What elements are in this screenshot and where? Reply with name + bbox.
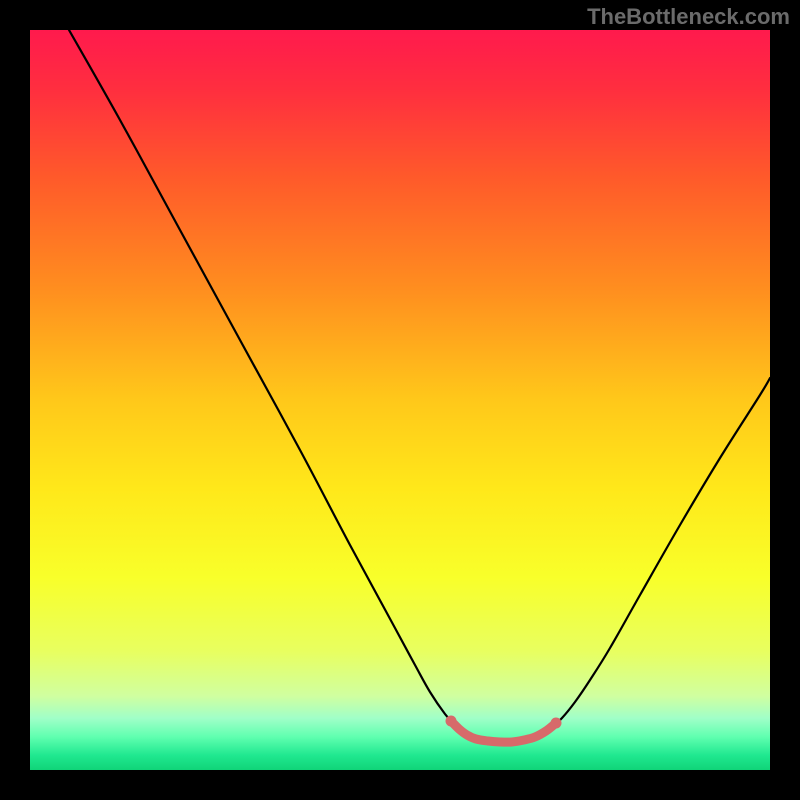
chart-svg — [0, 0, 800, 800]
watermark-text: TheBottleneck.com — [587, 4, 790, 30]
highlight-dot-left — [446, 716, 457, 727]
bottleneck-chart: TheBottleneck.com — [0, 0, 800, 800]
highlight-dot-right — [551, 718, 562, 729]
